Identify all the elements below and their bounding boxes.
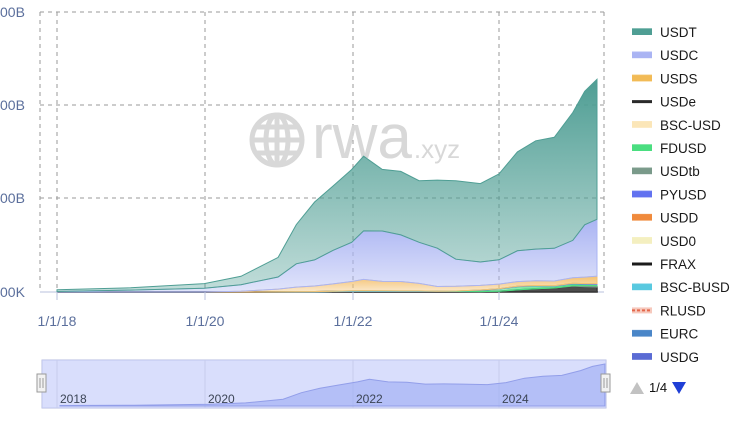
legend-label: FRAX — [660, 257, 696, 272]
legend-item-usds[interactable]: USDS — [632, 71, 698, 86]
legend-symbol — [632, 168, 652, 175]
x-tick-label: 1/1/18 — [38, 313, 77, 329]
legend-item-usdg[interactable]: USDG — [632, 350, 699, 365]
navigator-year-label: 2022 — [356, 392, 383, 406]
y-tick-label: 00B — [0, 4, 25, 20]
legend-item-bsc-usd[interactable]: BSC-USD — [632, 118, 721, 133]
globe-icon — [249, 112, 305, 168]
legend-label: PYUSD — [660, 187, 707, 202]
y-tick-label: 00B — [0, 97, 25, 113]
x-axis-ticks: 1/1/18 1/1/20 1/1/22 1/1/24 — [38, 292, 519, 329]
legend-pager: 1/4 — [630, 380, 687, 395]
legend-symbol — [632, 75, 652, 82]
area-series — [56, 78, 598, 293]
legend-symbol — [632, 284, 652, 291]
legend-symbol — [632, 145, 652, 151]
legend-item-usdd[interactable]: USDD — [632, 211, 699, 226]
navigator-year-label: 2024 — [502, 392, 529, 406]
legend-symbol — [632, 52, 652, 59]
navigator-mask — [42, 360, 606, 408]
legend-label: USDS — [660, 71, 698, 86]
legend-label: RLUSD — [660, 303, 706, 318]
legend-label: FDUSD — [660, 141, 707, 156]
watermark: rwa.xyz — [249, 103, 460, 172]
legend-symbol — [632, 191, 652, 198]
navigator-handle-right[interactable] — [600, 373, 611, 393]
navigator[interactable]: 2018 2020 2022 2024 — [36, 359, 611, 409]
y-tick-label: 00B — [0, 190, 25, 206]
legend-item-usdc[interactable]: USDC — [632, 48, 699, 63]
series-area-usdt[interactable] — [56, 78, 598, 293]
legend-symbol — [632, 237, 652, 244]
legend-label: BSC-USD — [660, 118, 721, 133]
legend-item-usdt[interactable]: USDT — [632, 25, 697, 40]
legend-item-usdtb[interactable]: USDtb — [632, 164, 700, 179]
legend-symbol — [632, 29, 652, 35]
legend-label: USDT — [660, 25, 697, 40]
legend-label: EURC — [660, 327, 699, 342]
legend-symbol — [632, 353, 652, 360]
legend-item-usde[interactable]: USDe — [632, 95, 696, 110]
legend-label: USDe — [660, 95, 696, 110]
legend-item-frax[interactable]: FRAX — [632, 257, 696, 272]
legend-prev-page-arrow-icon[interactable] — [630, 381, 644, 394]
navigator-labels: 2018 2020 2022 2024 — [60, 392, 529, 406]
legend-label: USDD — [660, 211, 699, 226]
legend-label: BSC-BUSD — [660, 280, 730, 295]
legend-item-bsc-busd[interactable]: BSC-BUSD — [632, 280, 730, 295]
legend: USDT USDC USDS USDe BSC-USD FDUSD USDtb PYUSD US… — [632, 25, 730, 365]
legend-item-usd0[interactable]: USD0 — [632, 234, 696, 249]
y-axis-ticks: 00B 00B 00B 00K — [0, 4, 26, 300]
legend-symbol — [632, 121, 652, 128]
navigator-year-label: 2018 — [60, 392, 87, 406]
navigator-handle-left[interactable] — [36, 373, 47, 393]
legend-symbol — [632, 214, 652, 221]
legend-next-page-arrow-icon[interactable] — [672, 381, 687, 394]
y-tick-label: 00K — [0, 284, 26, 300]
legend-item-fdusd[interactable]: FDUSD — [632, 141, 707, 156]
x-tick-label: 1/1/22 — [334, 313, 373, 329]
legend-label: USD0 — [660, 234, 696, 249]
watermark-text: rwa.xyz — [312, 103, 460, 172]
legend-label: USDtb — [660, 164, 700, 179]
x-tick-label: 1/1/24 — [480, 313, 519, 329]
navigator-year-label: 2020 — [208, 392, 235, 406]
legend-page-indicator: 1/4 — [649, 380, 668, 395]
x-tick-label: 1/1/20 — [186, 313, 225, 329]
legend-item-eurc[interactable]: EURC — [632, 327, 699, 342]
legend-label: USDG — [660, 350, 699, 365]
legend-symbol — [632, 330, 652, 337]
legend-label: USDC — [660, 48, 699, 63]
legend-item-pyusd[interactable]: PYUSD — [632, 187, 707, 202]
legend-item-rlusd[interactable]: RLUSD — [632, 303, 706, 318]
